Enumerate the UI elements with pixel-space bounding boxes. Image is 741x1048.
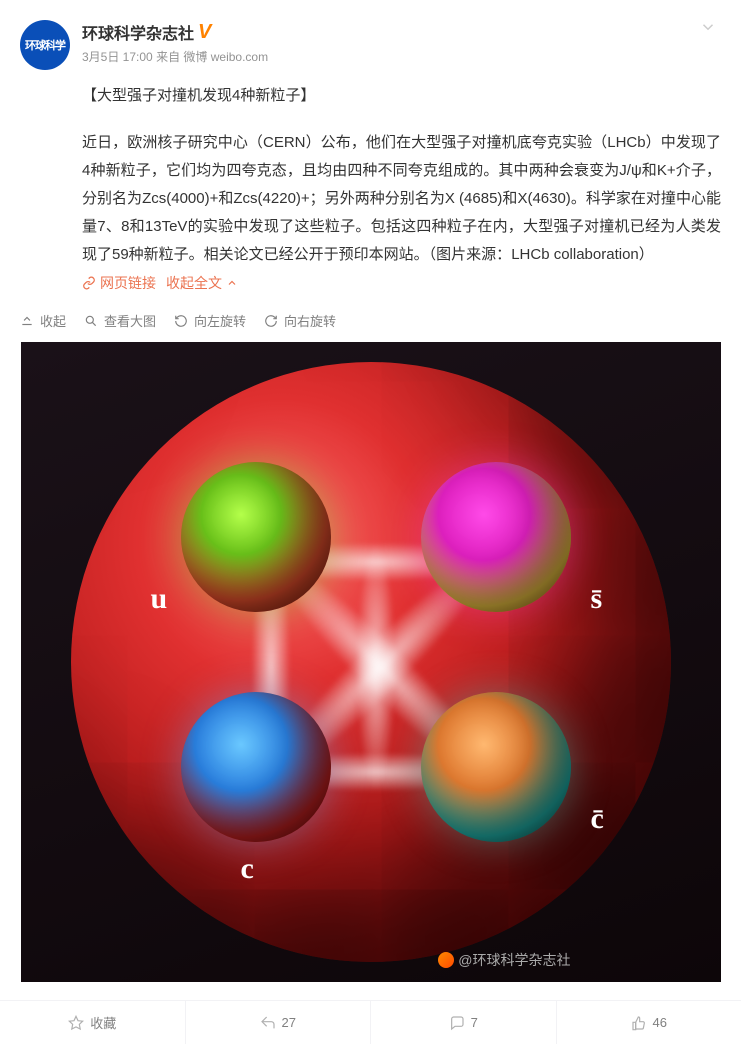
quark-u	[181, 462, 331, 612]
image-watermark: @环球科学杂志社	[438, 950, 570, 970]
rotate-right-label: 向右旋转	[284, 311, 336, 330]
rotate-left-button[interactable]: 向左旋转	[174, 311, 246, 330]
thumbs-up-icon	[631, 1015, 647, 1031]
timestamp[interactable]: 3月5日 17:00	[82, 50, 153, 64]
repost-icon	[260, 1015, 276, 1031]
collapse-text-label: 收起全文	[166, 273, 222, 293]
collapse-up-icon	[20, 314, 34, 328]
rotate-left-icon	[174, 314, 188, 328]
rotate-right-icon	[264, 314, 278, 328]
comment-icon	[449, 1015, 465, 1031]
web-link[interactable]: 网页链接	[82, 273, 156, 293]
quark-label-c: c	[241, 852, 254, 886]
quark-sbar	[421, 462, 571, 612]
source-prefix: 来自	[156, 50, 183, 64]
star-icon	[68, 1015, 84, 1031]
rotate-right-button[interactable]: 向右旋转	[264, 311, 336, 330]
verified-badge-icon: V	[198, 21, 211, 44]
comment-count: 7	[471, 1015, 478, 1030]
image-collapse-label: 收起	[40, 311, 66, 330]
weibo-logo-icon	[438, 952, 454, 968]
source-link[interactable]: 微博 weibo.com	[183, 50, 268, 64]
web-link-label: 网页链接	[100, 273, 156, 293]
author-name[interactable]: 环球科学杂志社	[82, 20, 194, 44]
favorite-label: 收藏	[90, 1013, 116, 1032]
post-body: 近日，欧洲核子研究中心（CERN）公布，他们在大型强子对撞机底夸克实验（LHCb…	[82, 129, 721, 269]
post-image[interactable]: u s̄ c c̄ @环球科学杂志社	[21, 342, 721, 982]
quark-c	[181, 692, 331, 842]
repost-button[interactable]: 27	[186, 1001, 372, 1044]
repost-count: 27	[282, 1015, 296, 1030]
avatar[interactable]: 环球科学	[20, 20, 70, 70]
quark-label-cbar: c̄	[591, 802, 604, 836]
quark-cbar	[421, 692, 571, 842]
favorite-button[interactable]: 收藏	[0, 1001, 186, 1044]
chevron-up-icon	[226, 277, 238, 289]
watermark-text: @环球科学杂志社	[458, 950, 570, 970]
view-large-label: 查看大图	[104, 311, 156, 330]
collapse-text-button[interactable]: 收起全文	[166, 273, 238, 293]
image-collapse-button[interactable]: 收起	[20, 311, 66, 330]
view-large-button[interactable]: 查看大图	[84, 311, 156, 330]
like-count: 46	[653, 1015, 667, 1030]
quark-label-u: u	[151, 582, 168, 616]
link-icon	[82, 276, 96, 290]
magnify-icon	[84, 314, 98, 328]
rotate-left-label: 向左旋转	[194, 311, 246, 330]
more-menu-icon[interactable]	[699, 18, 717, 36]
like-button[interactable]: 46	[557, 1001, 741, 1044]
comment-button[interactable]: 7	[371, 1001, 557, 1044]
quark-label-sbar: s̄	[591, 582, 603, 616]
post-title: 【大型强子对撞机发现4种新粒子】	[82, 84, 721, 105]
